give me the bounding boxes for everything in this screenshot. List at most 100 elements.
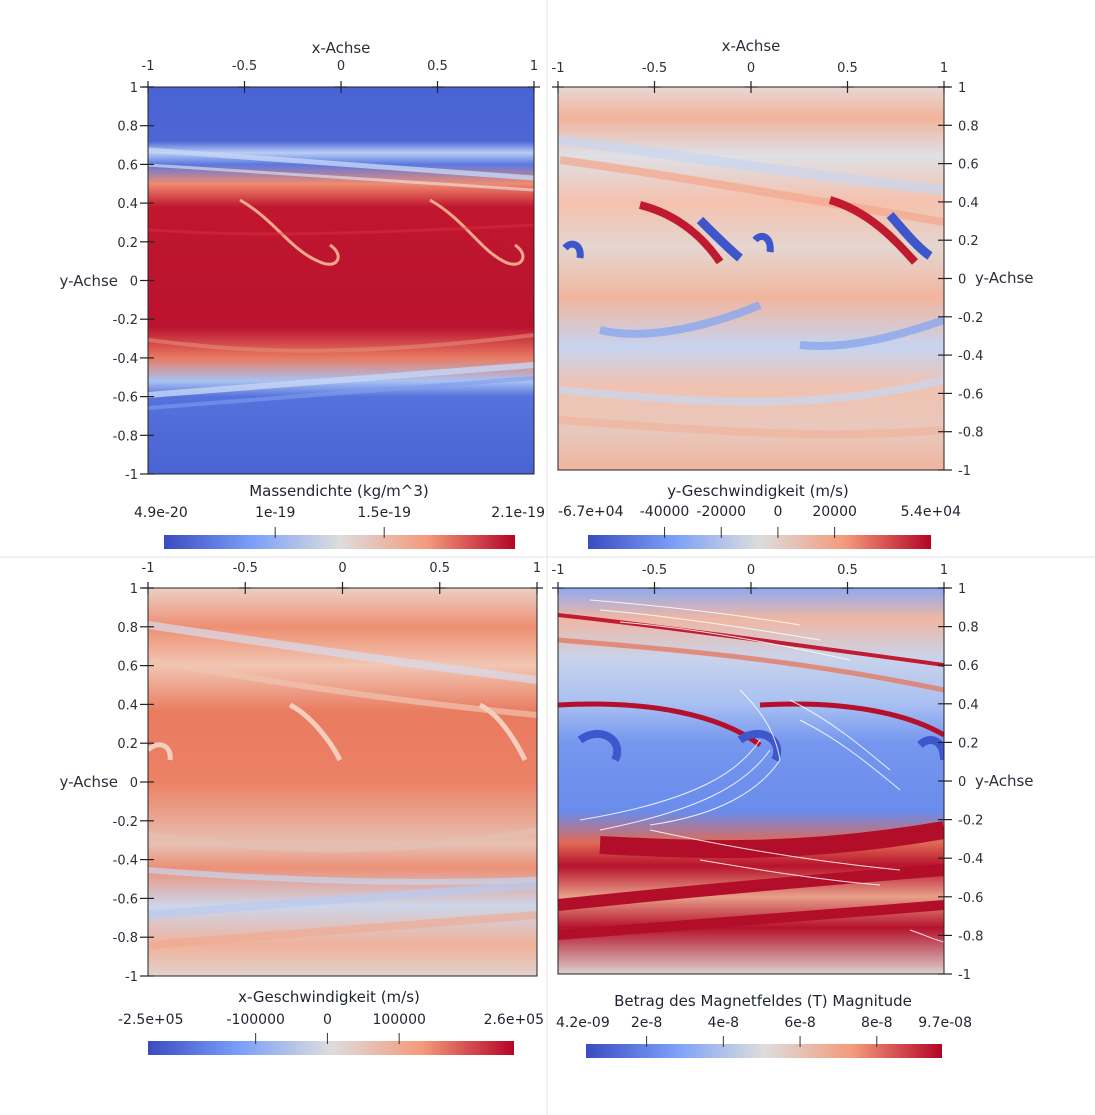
colorbar-tick-label: 2.6e+05	[484, 1012, 544, 1028]
y-tick-label: 0.8	[958, 119, 979, 134]
colorbar-tick-label: 4e-8	[708, 1015, 739, 1031]
density-colorbar-ticks: 4.9e-20 1e-19 1.5e-19 2.1e-19	[134, 505, 545, 538]
y-tick-label: -0.6	[113, 391, 138, 406]
density-colorbar-title: Massendichte (kg/m^3)	[249, 482, 429, 500]
x-tick-label: -0.5	[642, 61, 667, 76]
x-tick-label: 0	[747, 61, 755, 76]
colorbar-tick-label: -40000	[640, 504, 690, 520]
x-tick-label: 0	[338, 561, 346, 576]
vx-colorbar-ticks: -2.5e+05 -100000 0 100000 2.6e+05	[118, 1012, 544, 1044]
colorbar-tick-label: 5.4e+04	[901, 504, 962, 520]
y-tick-label: -1	[125, 468, 138, 483]
y-tick-label: 0	[130, 275, 138, 290]
x-tick-label: -1	[142, 561, 155, 576]
y-tick-label: -0.6	[958, 891, 983, 906]
y-tick-label: -0.8	[113, 931, 138, 946]
x-tick-label: 0.5	[429, 561, 450, 576]
x-tick-label: 0.5	[427, 59, 448, 74]
y-tick-label: 0.8	[958, 621, 979, 636]
y-tick-label: 1	[958, 582, 966, 597]
vy-axes: -1 -0.5 0 0.5 11 0.8 0.6 0.4 0.2 0 -0.2 -0.4 -0.6 -0.…	[552, 61, 984, 479]
magnetic-colorbar	[586, 1044, 942, 1058]
y-tick-label: 0	[130, 776, 138, 791]
y-tick-label: -1	[958, 464, 971, 479]
y-tick-label: 0	[958, 273, 966, 288]
y-tick-label: 0.8	[117, 120, 138, 135]
y-tick-label: -0.2	[958, 814, 983, 829]
panel-vy: -1 -0.5 0 0.5 11 0.8 0.6 0.4 0.2 0 -0.2 -0.4 -0.6 -0.…	[552, 37, 1034, 549]
vx-ylabel: y-Achse	[60, 773, 119, 791]
density-structures	[148, 147, 534, 410]
vx-axes: -1 -0.5 0 0.5 1 1 0.8 0.6 0.4 0.2 0 -0.2 -0.4 -0.6 -0.…	[113, 561, 543, 985]
y-tick-label: 0.6	[958, 158, 979, 173]
vx-colorbar-title: x-Geschwindigkeit (m/s)	[238, 988, 420, 1006]
density-xlabel: x-Achse	[312, 39, 371, 57]
density-colorbar	[164, 535, 515, 549]
vx-structures	[148, 621, 537, 949]
colorbar-tick-label: 2e-8	[631, 1015, 662, 1031]
colorbar-tick-label: 0	[773, 504, 782, 520]
x-tick-label: -0.5	[232, 59, 257, 74]
colorbar-tick-label: -6.7e+04	[558, 504, 624, 520]
x-tick-label: -1	[552, 563, 565, 578]
x-tick-label: 1	[530, 59, 538, 74]
x-tick-label: -0.5	[642, 563, 667, 578]
density-field	[148, 87, 534, 474]
x-tick-label: 1	[940, 61, 948, 76]
y-tick-label: -1	[958, 968, 971, 983]
colorbar-tick-label: -20000	[696, 504, 746, 520]
panel-density: -1 -0.5 0 0.5 1 1 0.8 0.6 0.4 0.2 0 -0.2 -0.4 -0.6 -0.…	[60, 39, 545, 549]
magnetic-ylabel: y-Achse	[975, 772, 1034, 790]
y-tick-label: -0.4	[113, 352, 138, 367]
y-tick-label: -0.6	[113, 892, 138, 907]
x-tick-label: 0.5	[837, 563, 858, 578]
y-tick-label: 1	[958, 81, 966, 96]
colorbar-tick-label: 6e-8	[784, 1015, 815, 1031]
colorbar-tick-label: 20000	[812, 504, 857, 520]
y-tick-label: -0.8	[958, 929, 983, 944]
magnetic-colorbar-title: Betrag des Magnetfeldes (T) Magnitude	[614, 992, 912, 1010]
y-tick-label: 0.4	[958, 698, 979, 713]
x-tick-label: 0	[747, 563, 755, 578]
vx-colorbar	[148, 1041, 514, 1055]
colorbar-tick-label: 4.9e-20	[134, 505, 188, 521]
vy-xlabel: x-Achse	[722, 37, 781, 55]
colorbar-tick-label: 0	[323, 1012, 332, 1028]
panel-magnetic: -1 -0.5 0 0.5 11 0.8 0.6 0.4 0.2 0 -0.2 -0.4 -0.6 -0.…	[552, 563, 1034, 1058]
y-tick-label: -0.2	[113, 815, 138, 830]
y-tick-label: -0.4	[113, 854, 138, 869]
y-tick-label: 1	[130, 81, 138, 96]
y-tick-label: -0.8	[958, 426, 983, 441]
colorbar-tick-label: 2.1e-19	[491, 505, 545, 521]
y-tick-label: 0.2	[958, 736, 979, 751]
y-tick-label: 0.6	[958, 659, 979, 674]
y-tick-label: 0.4	[958, 196, 979, 211]
y-tick-label: 0.6	[117, 660, 138, 675]
vy-colorbar-ticks: -6.7e+04 -40000 -20000 0 20000 5.4e+04	[558, 504, 961, 538]
magnetic-colorbar-ticks: 4.2e-09 2e-8 4e-8 6e-8 8e-8 9.7e-08	[556, 1015, 972, 1047]
y-tick-label: 0.2	[117, 236, 138, 251]
y-tick-label: 0.2	[958, 234, 979, 249]
y-tick-label: 0	[958, 775, 966, 790]
colorbar-tick-label: 1e-19	[255, 505, 295, 521]
magnetic-streamlines	[579, 599, 944, 943]
colorbar-tick-label: 8e-8	[861, 1015, 892, 1031]
panel-vx: -1 -0.5 0 0.5 1 1 0.8 0.6 0.4 0.2 0 -0.2 -0.4 -0.6 -0.…	[60, 561, 544, 1055]
y-tick-label: 0.2	[117, 737, 138, 752]
y-tick-label: 0.4	[117, 698, 138, 713]
x-tick-label: 0.5	[837, 61, 858, 76]
colorbar-tick-label: 4.2e-09	[556, 1015, 610, 1031]
vy-ylabel: y-Achse	[975, 269, 1034, 287]
density-axes: -1 -0.5 0 0.5 1 1 0.8 0.6 0.4 0.2 0 -0.2 -0.4 -0.6 -0.…	[113, 59, 540, 483]
vy-colorbar	[588, 535, 931, 549]
y-tick-label: -0.6	[958, 387, 983, 402]
colorbar-tick-label: 1.5e-19	[357, 505, 411, 521]
y-tick-label: -0.4	[958, 349, 983, 364]
x-tick-label: -0.5	[233, 561, 258, 576]
y-tick-label: -0.2	[113, 313, 138, 328]
colorbar-tick-label: -100000	[226, 1012, 285, 1028]
y-tick-label: -0.8	[113, 429, 138, 444]
x-tick-label: -1	[142, 59, 155, 74]
